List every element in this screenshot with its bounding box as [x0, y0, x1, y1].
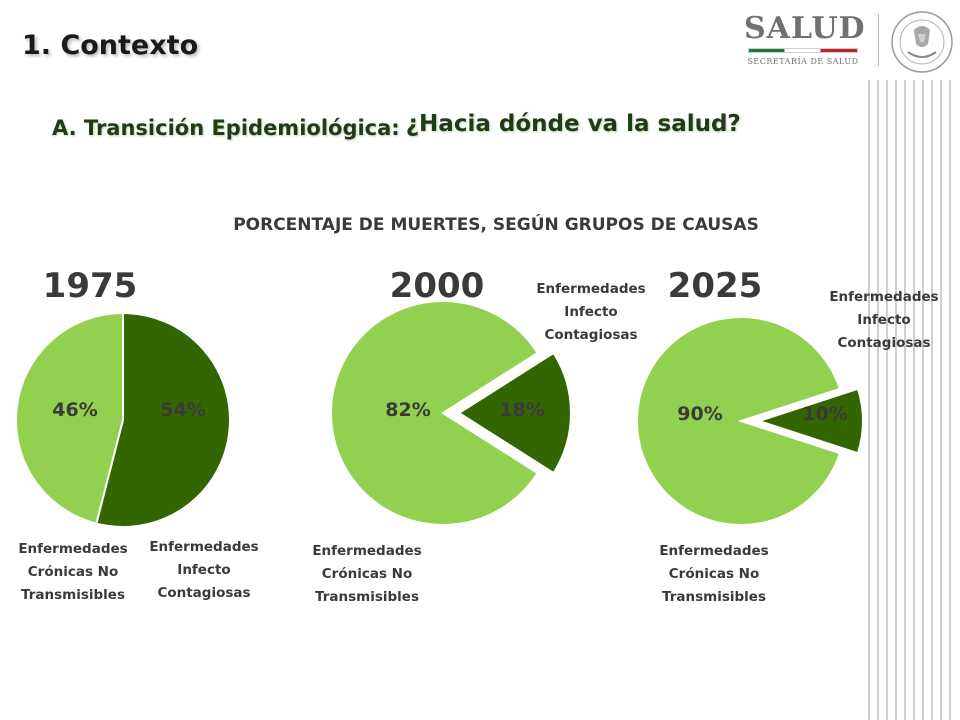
year-label-2000: 2000 — [390, 266, 485, 306]
pie-slice-chronic-2025 — [636, 316, 842, 526]
pie-slice-infectious-2025 — [755, 387, 865, 455]
pie-slice-infectious-2000 — [457, 351, 572, 475]
page-title: 1. Contexto — [22, 30, 199, 61]
category-label-line: Contagiosas — [544, 327, 637, 343]
category-label-line: Enfermedades — [659, 543, 768, 559]
category-label-line: Enfermedades — [18, 541, 127, 557]
category-label-line: Infecto — [177, 562, 230, 578]
category-label-line: Enfermedades — [829, 289, 938, 305]
value-label-chronic-2000: 82% — [385, 399, 430, 421]
year-label-1975: 1975 — [43, 266, 138, 306]
category-label-line: Transmisibles — [662, 589, 766, 605]
subtitle-question: ¿Hacia dónde va la salud? — [405, 111, 741, 137]
subtitle-text: A. Transición Epidemiológica: — [52, 116, 400, 140]
category-label-line: Enfermedades — [536, 281, 645, 297]
category-label-infectious-1975: Enfermedades Infecto Contagiosas — [149, 539, 258, 601]
category-label-line: Infecto — [564, 304, 617, 320]
value-label-infectious-1975: 54% — [160, 399, 205, 421]
pie-1975: 46% 54% — [15, 311, 231, 528]
category-label-line: Crónicas No — [669, 566, 760, 582]
year-label-2025: 2025 — [668, 266, 763, 306]
category-label-line: Contagiosas — [157, 585, 250, 601]
category-label-chronic-1975: Enfermedades Crónicas No Transmisibles — [18, 541, 127, 603]
category-label-line: Enfermedades — [312, 543, 421, 559]
pie-slice-chronic-2000 — [329, 300, 539, 526]
salud-logo: SALUD SECRETARÍA DE SALUD — [744, 11, 866, 68]
decorative-stripes — [868, 80, 956, 720]
pie-slice-infectious-1975 — [95, 311, 231, 528]
value-label-infectious-2000: 18% — [499, 399, 544, 421]
category-label-line: Transmisibles — [315, 589, 419, 605]
logo-divider — [878, 14, 879, 66]
category-label-line: Crónicas No — [322, 566, 413, 582]
category-label-line: Crónicas No — [28, 564, 119, 580]
page-subtitle: A. Transición Epidemiológica: ¿Hacia dónd… — [52, 111, 741, 141]
value-label-chronic-2025: 90% — [677, 403, 722, 425]
salud-logo-subtitle: SECRETARÍA DE SALUD — [747, 57, 859, 66]
value-label-chronic-1975: 46% — [52, 399, 97, 421]
category-label-infectious-2025: Enfermedades Infecto Contagiosas — [829, 289, 938, 351]
salud-logo-word: SALUD — [744, 11, 866, 46]
pie-2025: 90% 10% — [636, 316, 865, 526]
pie-2000: 82% 18% — [329, 300, 572, 526]
category-label-chronic-2025: Enfermedades Crónicas No Transmisibles — [659, 543, 768, 605]
pie-slice-chronic-1975 — [15, 311, 124, 525]
mexico-seal-icon — [891, 11, 953, 73]
category-label-line: Infecto — [857, 312, 910, 328]
category-label-line: Enfermedades — [149, 539, 258, 555]
category-label-chronic-2000: Enfermedades Crónicas No Transmisibles — [312, 543, 421, 605]
category-label-line: Contagiosas — [837, 335, 930, 351]
salud-logo-bar — [748, 48, 858, 53]
category-label-infectious-2000: Enfermedades Infecto Contagiosas — [536, 281, 645, 343]
category-label-line: Transmisibles — [21, 587, 125, 603]
chart-title: PORCENTAJE DE MUERTES, SEGÚN GRUPOS DE C… — [233, 213, 759, 235]
value-label-infectious-2025: 10% — [802, 403, 847, 425]
